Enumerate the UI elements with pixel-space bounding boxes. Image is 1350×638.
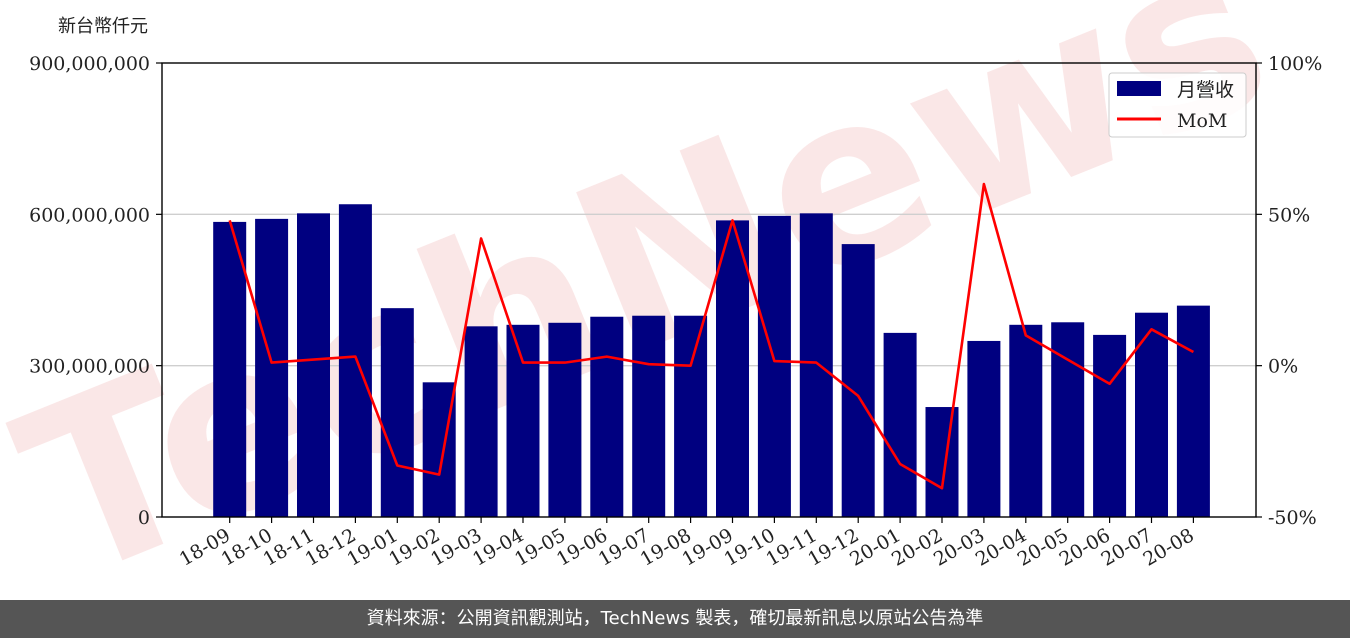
right-tick-label: 100% [1268,53,1322,75]
revenue-bar [632,315,666,517]
revenue-bar [883,332,917,517]
mom-line-series [228,182,1195,490]
revenue-bar [297,213,330,517]
revenue-bar [213,221,247,517]
revenue-bar [1176,305,1210,517]
legend-bar-swatch [1117,81,1161,96]
y-axis-unit-label: 新台幣仟元 [58,16,148,37]
revenue-bar [1135,312,1168,517]
revenue-bar [464,326,498,517]
right-axis: -50% 0% 50% 100% [1256,53,1322,529]
mom-line [228,182,1195,490]
revenue-bar [757,215,791,517]
revenue-bar [716,220,749,518]
revenue-bar [1093,334,1127,517]
revenue-bar [674,315,708,517]
revenue-bar [506,324,540,517]
right-tick-label: 50% [1268,204,1310,226]
revenue-bar [590,316,624,517]
left-tick-label: 300,000,000 [29,356,150,378]
left-axis: 0 300,000,000 600,000,000 900,000,000 [29,53,162,529]
revenue-bar [841,244,875,517]
source-footer: 資料來源：公開資訊觀測站，TechNews 製表，確切最新訊息以原站公告為準 [0,600,1350,638]
bar-series [213,204,1210,518]
revenue-bar [967,340,1001,517]
plot-frame [161,62,1257,518]
revenue-bar [548,322,582,517]
revenue-bar [422,382,456,517]
revenue-bar [1009,324,1043,517]
revenue-bar [380,308,414,517]
revenue-bar [925,407,959,517]
left-tick-label: 600,000,000 [29,204,150,226]
revenue-bar [255,218,289,517]
legend-line-label: MoM [1177,110,1227,132]
legend: 月營收 MoM [1108,72,1247,138]
right-tick-label: -50% [1268,507,1317,529]
left-tick-label: 0 [138,507,150,529]
legend-bar-label: 月營收 [1177,79,1234,101]
revenue-bar [338,204,372,517]
chart: TechNews 新台幣仟元 0300,000,000600,000,00090… [0,0,1322,600]
revenue-bar [799,213,833,517]
left-tick-label: 900,000,000 [29,53,150,75]
right-tick-label: 0% [1268,356,1298,378]
